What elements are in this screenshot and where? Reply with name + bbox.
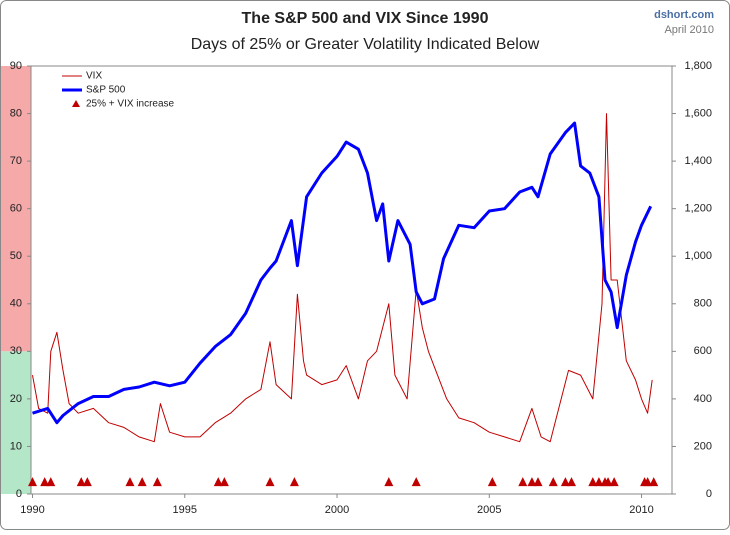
y2-tick-label: 1,200 (684, 203, 712, 215)
event-marker (594, 477, 604, 487)
event-marker (46, 477, 56, 487)
event-marker (384, 477, 394, 487)
chart-title: The S&P 500 and VIX Since 1990 (242, 10, 489, 27)
event-marker (609, 477, 619, 487)
event-marker (28, 477, 38, 487)
event-marker (603, 477, 613, 487)
event-marker (560, 477, 570, 487)
y2-tick-label: 1,400 (684, 155, 712, 167)
y-tick-label: 80 (10, 107, 22, 119)
event-marker (533, 477, 543, 487)
x-tick-label: 1990 (20, 504, 44, 516)
legend-label: S&P 500 (86, 85, 126, 96)
x-tick-label: 2000 (325, 504, 349, 516)
y2-tick-label: 600 (694, 345, 712, 357)
event-marker (152, 477, 162, 487)
event-marker (137, 477, 147, 487)
plot-area (30, 65, 673, 495)
legend-label: 25% + VIX increase (86, 99, 175, 110)
source-note: dshort.com (654, 9, 714, 21)
y2-tick-label: 1,000 (684, 250, 712, 262)
event-marker (76, 477, 86, 487)
y-tick-label: 60 (10, 203, 22, 215)
event-marker (289, 477, 299, 487)
y-tick-label: 50 (10, 250, 22, 262)
event-marker (125, 477, 135, 487)
y2-tick-label: 200 (694, 440, 712, 452)
y2-tick-label: 0 (706, 488, 712, 500)
event-marker (411, 477, 421, 487)
event-marker (219, 477, 229, 487)
y-tick-label: 30 (10, 345, 22, 357)
y2-tick-label: 800 (694, 298, 712, 310)
axis-band (1, 66, 31, 352)
date-note: April 2010 (664, 24, 714, 36)
y-tick-label: 40 (10, 298, 22, 310)
y2-tick-label: 1,800 (684, 60, 712, 72)
axis-band (1, 351, 31, 494)
event-marker (82, 477, 92, 487)
event-marker (527, 477, 537, 487)
chart-subtitle: Days of 25% or Greater Volatility Indica… (191, 36, 540, 53)
event-marker (588, 477, 598, 487)
y2-tick-label: 400 (694, 393, 712, 405)
x-tick-label: 2010 (629, 504, 653, 516)
y-tick-label: 0 (16, 488, 22, 500)
y-tick-label: 20 (10, 393, 22, 405)
event-marker (649, 477, 659, 487)
legend-swatch (72, 100, 80, 107)
legend-label: VIX (86, 71, 102, 82)
event-marker (548, 477, 558, 487)
x-tick-label: 2005 (477, 504, 501, 516)
series-line (32, 121, 653, 425)
y-tick-label: 70 (10, 155, 22, 167)
y-tick-label: 90 (10, 60, 22, 72)
event-marker (265, 477, 275, 487)
event-marker (40, 477, 50, 487)
x-tick-label: 1995 (173, 504, 197, 516)
y2-tick-label: 1,600 (684, 107, 712, 119)
event-marker (567, 477, 577, 487)
event-marker (487, 477, 497, 487)
event-marker (213, 477, 223, 487)
y-tick-label: 10 (10, 440, 22, 452)
event-marker (643, 477, 653, 487)
series-line (32, 113, 653, 443)
event-marker (518, 477, 528, 487)
